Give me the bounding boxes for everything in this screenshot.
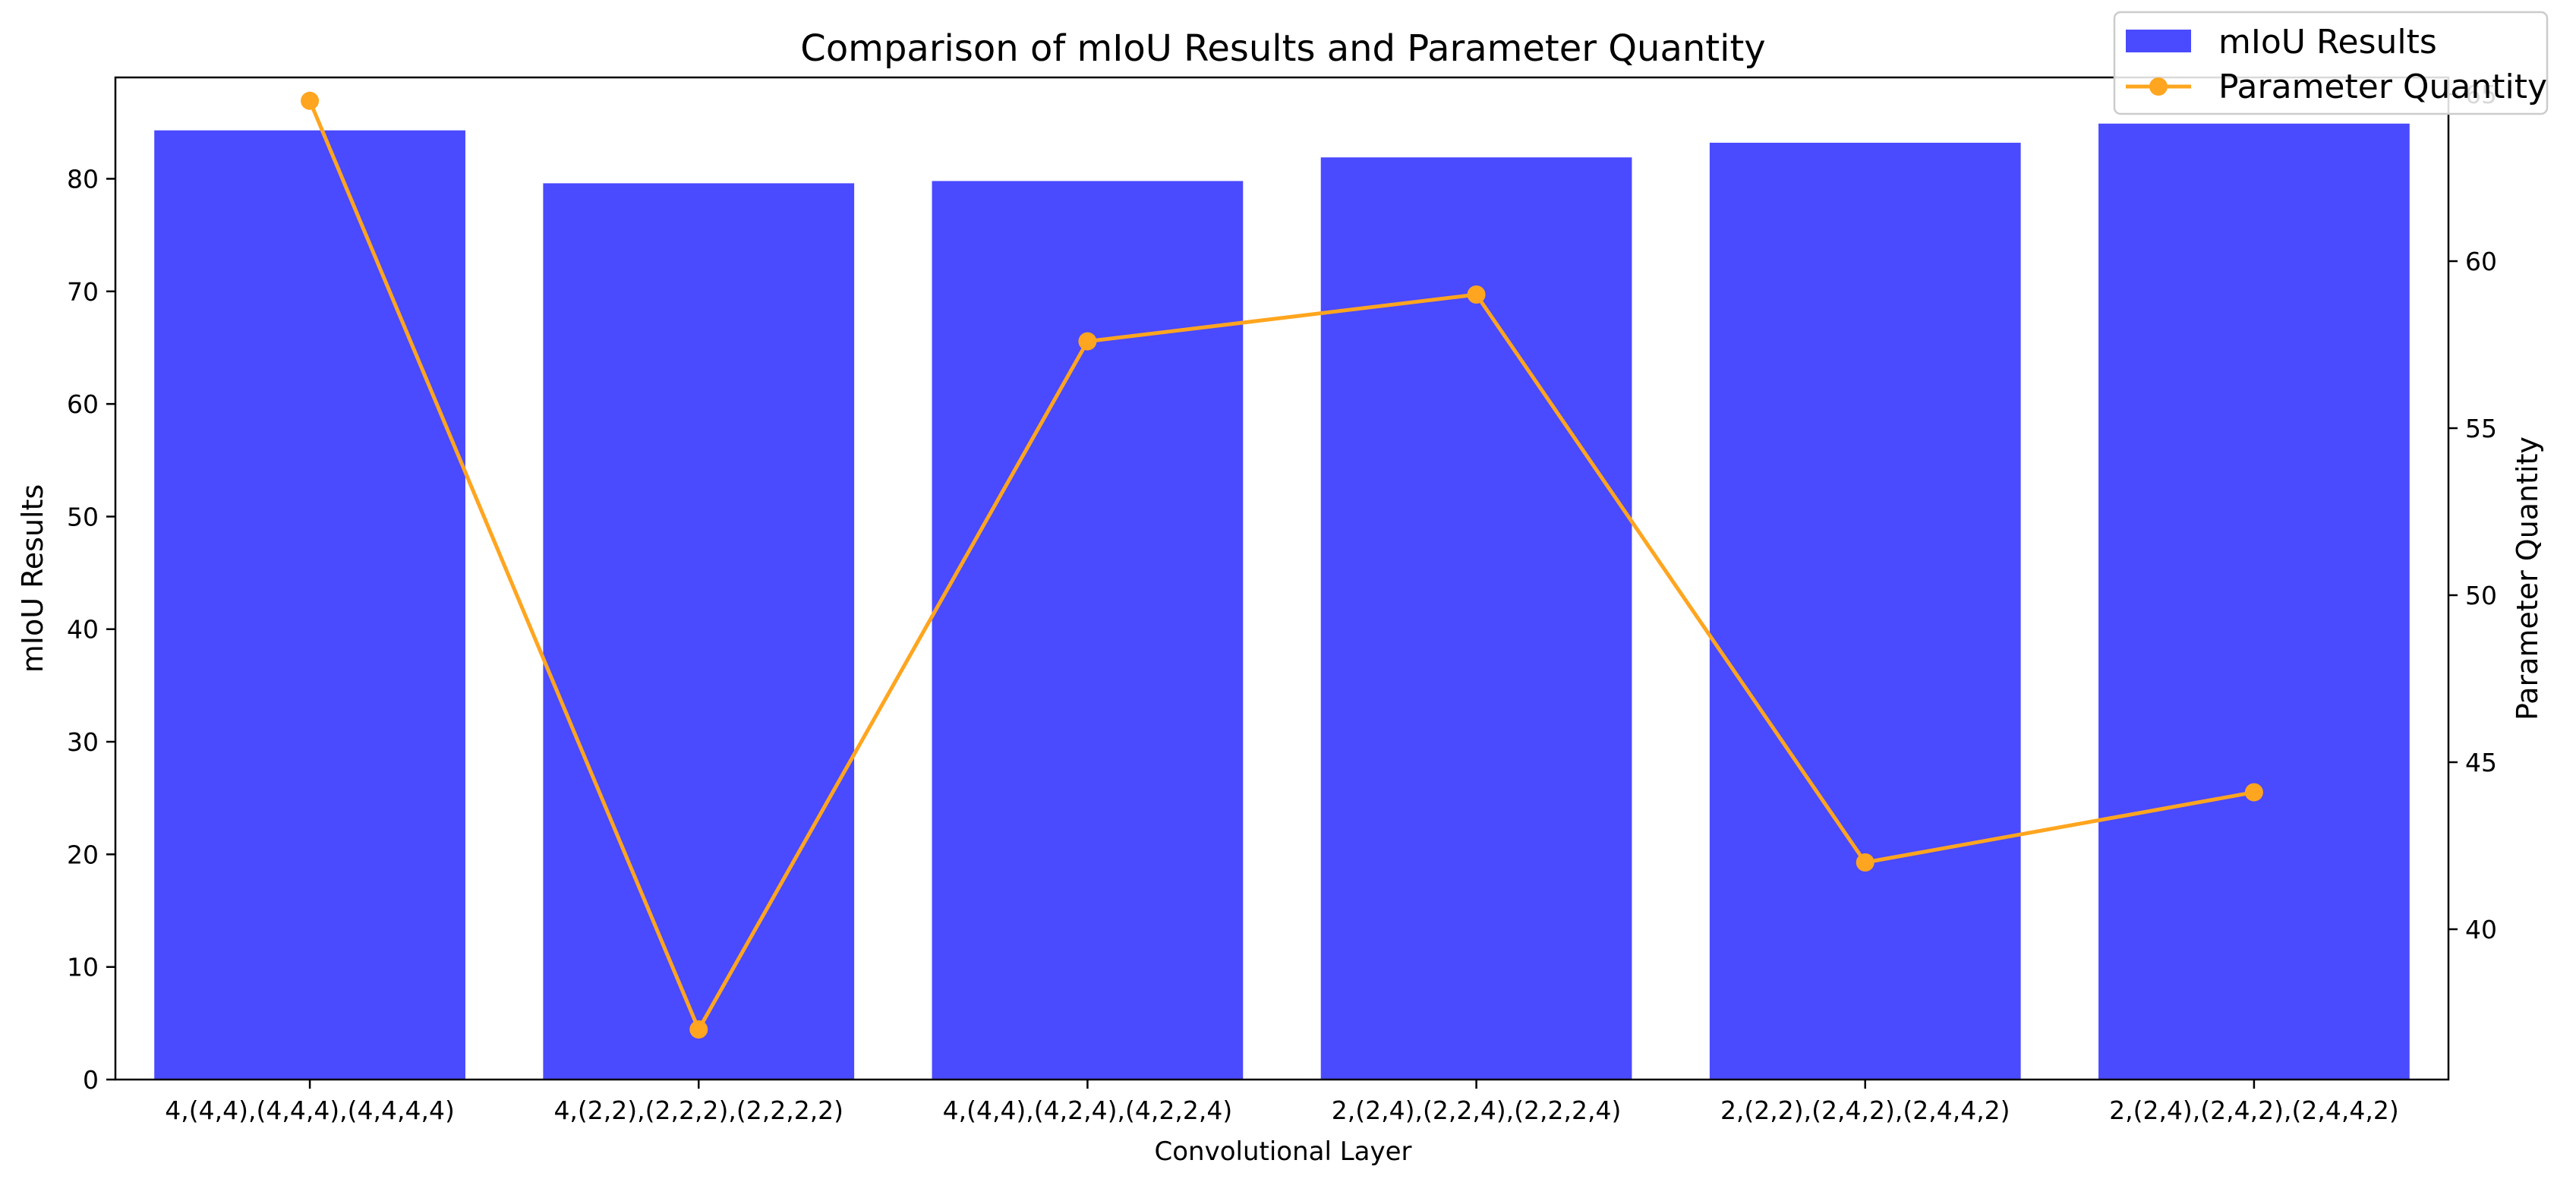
legend-label-bar: mIoU Results (2218, 23, 2437, 61)
y-tick-label: 10 (67, 953, 99, 982)
y-tick-label: 80 (67, 164, 99, 194)
line-series (301, 91, 2263, 1039)
x-tick-label: 4,(4,4),(4,4,4),(4,4,4,4) (165, 1095, 455, 1125)
x-tick-label: 2,(2,4),(2,4,2),(2,4,4,2) (2109, 1095, 2399, 1125)
y-tick-label: 30 (67, 727, 99, 757)
line-point (1467, 285, 1486, 304)
left-axis: 0 10 20 30 40 50 60 70 80 (67, 164, 115, 1095)
line-point (2244, 783, 2263, 802)
y2-tick-label: 45 (2465, 748, 2497, 777)
y2-axis-label: Parameter Quantity (2511, 437, 2544, 720)
y-tick-label: 20 (67, 840, 99, 869)
line-point (301, 91, 320, 110)
bar (154, 130, 465, 1080)
legend: mIoU Results Parameter Quantity (2113, 11, 2549, 115)
legend-marker (2149, 77, 2168, 96)
y-tick-label: 40 (67, 615, 99, 645)
bar (1320, 157, 1632, 1080)
x-tick-label: 2,(2,4),(2,2,4),(2,2,2,4) (1332, 1095, 1622, 1125)
y-tick-label: 0 (83, 1065, 99, 1095)
bar (932, 181, 1244, 1080)
y2-tick-label: 60 (2465, 247, 2497, 276)
bar (1709, 143, 2021, 1080)
y-axis-label: mIoU Results (16, 484, 49, 673)
line-point (689, 1020, 708, 1039)
series-line (307, 99, 2255, 1032)
chart-title: Comparison of mIoU Results and Parameter… (800, 27, 1765, 70)
y-tick-label: 50 (67, 502, 99, 531)
x-axis-label: Convolutional Layer (1154, 1136, 1411, 1167)
line-point (1856, 853, 1874, 872)
y2-tick-label: 55 (2465, 414, 2497, 443)
x-tick-label: 4,(2,2),(2,2,2),(2,2,2,2) (553, 1095, 843, 1125)
x-tick-label: 4,(4,4),(4,2,4),(4,2,2,4) (943, 1095, 1233, 1125)
legend-swatch-bar (2126, 30, 2191, 52)
bar (2098, 123, 2410, 1080)
bar-series (154, 123, 2410, 1080)
y-tick-label: 70 (67, 277, 99, 307)
y2-tick-label: 40 (2465, 915, 2497, 944)
line-point (1078, 332, 1097, 351)
x-axis: 4,(4,4),(4,4,4),(4,4,4,4) 4,(2,2),(2,2,2)… (165, 1080, 2399, 1125)
y2-tick-label: 50 (2465, 581, 2497, 610)
legend-frame (2113, 11, 2549, 115)
legend-label-line: Parameter Quantity (2218, 68, 2547, 106)
plot-frame (114, 76, 2450, 1081)
x-tick-label: 2,(2,2),(2,4,2),(2,4,4,2) (1720, 1095, 2010, 1125)
right-axis: 404550556065 (2448, 80, 2497, 944)
bar (543, 183, 855, 1080)
y-tick-label: 60 (67, 389, 99, 419)
